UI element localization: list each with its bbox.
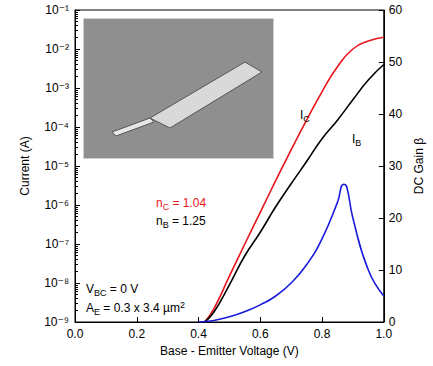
svg-text:10⁻⁸: 10⁻⁸ — [44, 276, 69, 290]
svg-text:10: 10 — [389, 263, 403, 277]
svg-text:2: 2 — [180, 300, 185, 310]
svg-text:0.4: 0.4 — [190, 327, 207, 341]
svg-text:DC Gain β: DC Gain β — [412, 138, 426, 194]
svg-text:60: 60 — [389, 3, 403, 17]
svg-text:I: I — [300, 108, 304, 122]
svg-text:50: 50 — [389, 55, 403, 69]
svg-text:= 1.25: = 1.25 — [169, 214, 206, 228]
svg-text:0.2: 0.2 — [128, 327, 145, 341]
svg-text:1.0: 1.0 — [375, 327, 392, 341]
svg-text:10⁻⁵: 10⁻⁵ — [44, 159, 69, 173]
svg-text:C: C — [162, 201, 170, 212]
svg-text:0.6: 0.6 — [252, 327, 269, 341]
svg-text:B: B — [355, 138, 361, 148]
svg-text:10⁻⁷: 10⁻⁷ — [45, 237, 69, 251]
svg-text:0.8: 0.8 — [314, 327, 331, 341]
svg-text:10⁻⁴: 10⁻⁴ — [44, 120, 69, 134]
svg-text:10⁻¹: 10⁻¹ — [45, 3, 69, 17]
svg-text:20: 20 — [389, 211, 403, 225]
svg-text:Current (A): Current (A) — [18, 136, 32, 195]
svg-text:0.0: 0.0 — [67, 327, 84, 341]
svg-text:I: I — [352, 132, 356, 146]
svg-text:10⁻²: 10⁻² — [45, 42, 69, 56]
svg-text:10⁻⁹: 10⁻⁹ — [44, 315, 69, 329]
svg-text:= 0.3 x 3.4 µm: = 0.3 x 3.4 µm — [100, 301, 180, 315]
svg-text:= 1.04: = 1.04 — [169, 196, 206, 210]
svg-text:n: n — [156, 196, 163, 210]
svg-text:Base - Emitter Voltage (V): Base - Emitter Voltage (V) — [160, 344, 299, 358]
svg-text:E: E — [94, 306, 100, 317]
svg-text:30: 30 — [389, 159, 403, 173]
svg-text:A: A — [86, 301, 94, 315]
svg-text:10⁻⁶: 10⁻⁶ — [44, 198, 69, 212]
svg-text:V: V — [86, 282, 94, 296]
svg-text:C: C — [303, 114, 310, 124]
svg-text:40: 40 — [389, 107, 403, 121]
svg-text:B: B — [162, 219, 169, 230]
svg-text:BC: BC — [94, 288, 107, 298]
svg-text:0: 0 — [388, 315, 396, 329]
svg-text:= 0 V: = 0 V — [107, 282, 139, 296]
svg-text:n: n — [156, 214, 163, 228]
svg-text:10⁻³: 10⁻³ — [45, 81, 69, 95]
